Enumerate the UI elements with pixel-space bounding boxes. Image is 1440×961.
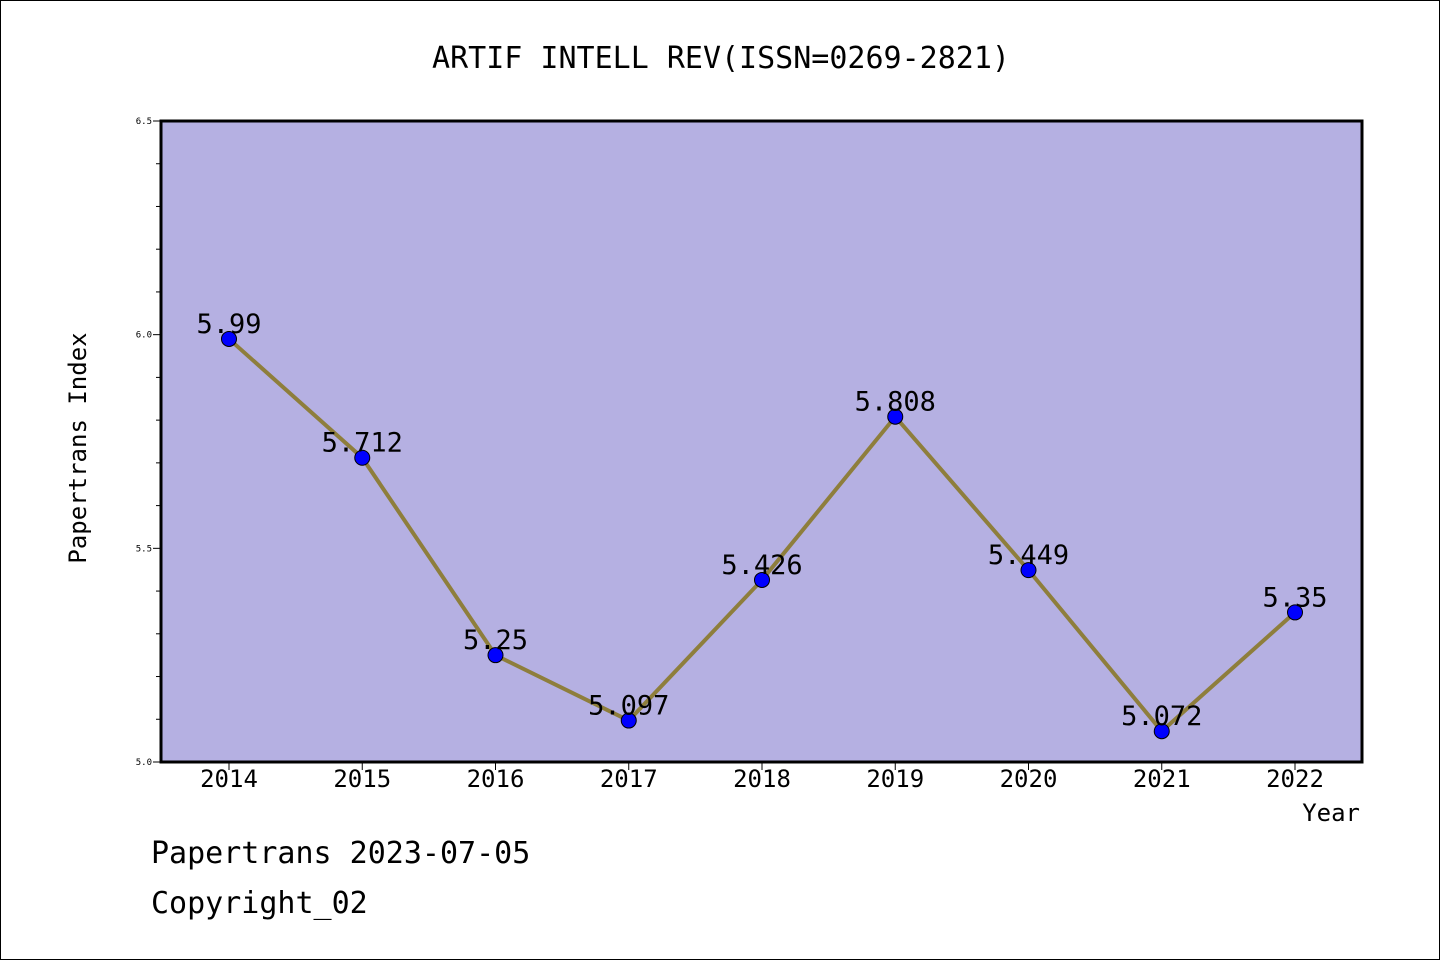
data-point — [487, 647, 504, 664]
data-label: 5.426 — [721, 550, 802, 581]
data-label: 5.35 — [1262, 582, 1327, 613]
data-point — [754, 571, 770, 588]
data-label: 5.072 — [1121, 701, 1202, 732]
x-tick-label: 2016 — [467, 765, 525, 793]
x-tick-label: 2015 — [333, 765, 391, 793]
plot-border — [159, 119, 1364, 764]
data-point — [1153, 723, 1170, 740]
plot-area — [161, 121, 1362, 762]
x-tick-label: 2021 — [1133, 765, 1191, 793]
data-point — [221, 330, 237, 347]
y-tick-label: 6.0 — [136, 331, 152, 341]
x-tick-label: 2017 — [600, 765, 658, 793]
x-tick-label: 2020 — [1000, 765, 1058, 793]
y-tick-label: 5.0 — [136, 758, 152, 768]
y-tick-label: 6.5 — [136, 117, 152, 127]
footer-copyright: Copyright_02 — [151, 886, 368, 921]
data-label-layer: 5.99 5.712 5.25 5.097 5.426 5.808 5.449 5.072 5.… — [196, 309, 1327, 732]
data-label: 5.25 — [463, 625, 528, 656]
x-axis-label: Year — [1302, 799, 1360, 827]
x-tick-label: 2014 — [200, 765, 258, 793]
footer-date: Papertrans 2023-07-05 — [151, 836, 531, 871]
data-point — [887, 408, 904, 425]
x-tick-label: 2022 — [1266, 765, 1324, 793]
data-point — [1020, 562, 1037, 579]
x-tick-label: 2019 — [866, 765, 924, 793]
marker-layer — [221, 330, 1303, 740]
data-label: 5.99 — [196, 309, 261, 340]
data-point — [354, 449, 371, 466]
y-axis-label: Papertrans Index — [64, 332, 92, 563]
data-label: 5.712 — [322, 428, 403, 459]
chart-title: ARTIF INTELL REV(ISSN=0269-2821) — [432, 41, 1010, 76]
data-label: 5.808 — [855, 387, 936, 418]
data-label: 5.449 — [988, 540, 1069, 571]
data-label: 5.097 — [588, 691, 669, 722]
data-point — [620, 712, 637, 729]
x-tick-labels: 2014 2015 2016 2017 2018 2019 2020 2021 2022 — [200, 765, 1324, 793]
data-point — [1287, 604, 1303, 621]
x-tick-label: 2018 — [733, 765, 791, 793]
y-tick-label: 5.5 — [136, 544, 152, 554]
y-tick-labels: 5.0 5.5 6.0 6.5 — [136, 117, 152, 768]
